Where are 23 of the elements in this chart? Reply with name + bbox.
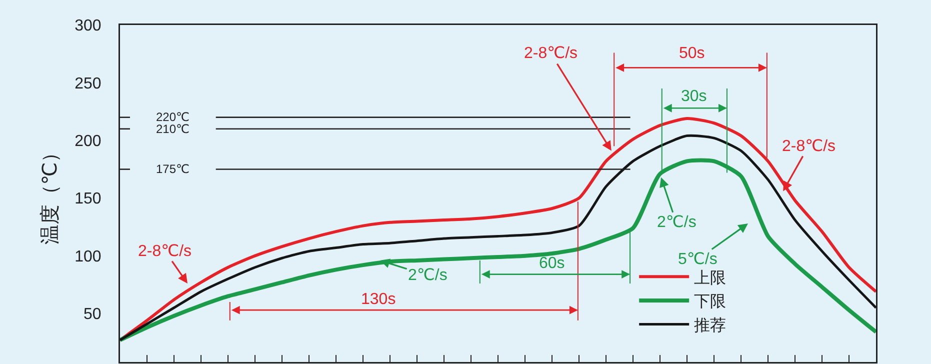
annotation: 2℃/s bbox=[408, 267, 448, 284]
y-tick-label: 250 bbox=[74, 75, 102, 92]
ref-line-label: 210℃ bbox=[156, 122, 190, 136]
y-tick-label: 100 bbox=[74, 248, 102, 266]
annotation: 2-8℃/s bbox=[524, 45, 578, 62]
y-tick-label: 300 bbox=[74, 18, 102, 35]
y-tick-label: 200 bbox=[74, 133, 102, 150]
legend-label: 下限 bbox=[694, 294, 726, 311]
annotation: 60s bbox=[539, 255, 565, 272]
annotation: 50s bbox=[679, 45, 705, 62]
annotation: 130s bbox=[361, 291, 396, 308]
annotation: 2-8℃/s bbox=[782, 138, 836, 155]
annotation: 5℃/s bbox=[678, 251, 718, 268]
annotation: 2-8℃/s bbox=[138, 243, 192, 260]
annotation: 30s bbox=[681, 88, 707, 105]
ref-line-label: 175℃ bbox=[156, 162, 190, 176]
annotation: 2℃/s bbox=[657, 214, 696, 231]
legend-label: 推荐 bbox=[694, 316, 726, 335]
y-tick-label: 150 bbox=[74, 190, 102, 208]
legend-label: 上限 bbox=[694, 268, 726, 287]
ref-line-label: 220℃ bbox=[156, 110, 190, 124]
y-tick-label: 50 bbox=[84, 306, 102, 324]
y-axis-title: 温度（℃） bbox=[39, 142, 62, 245]
